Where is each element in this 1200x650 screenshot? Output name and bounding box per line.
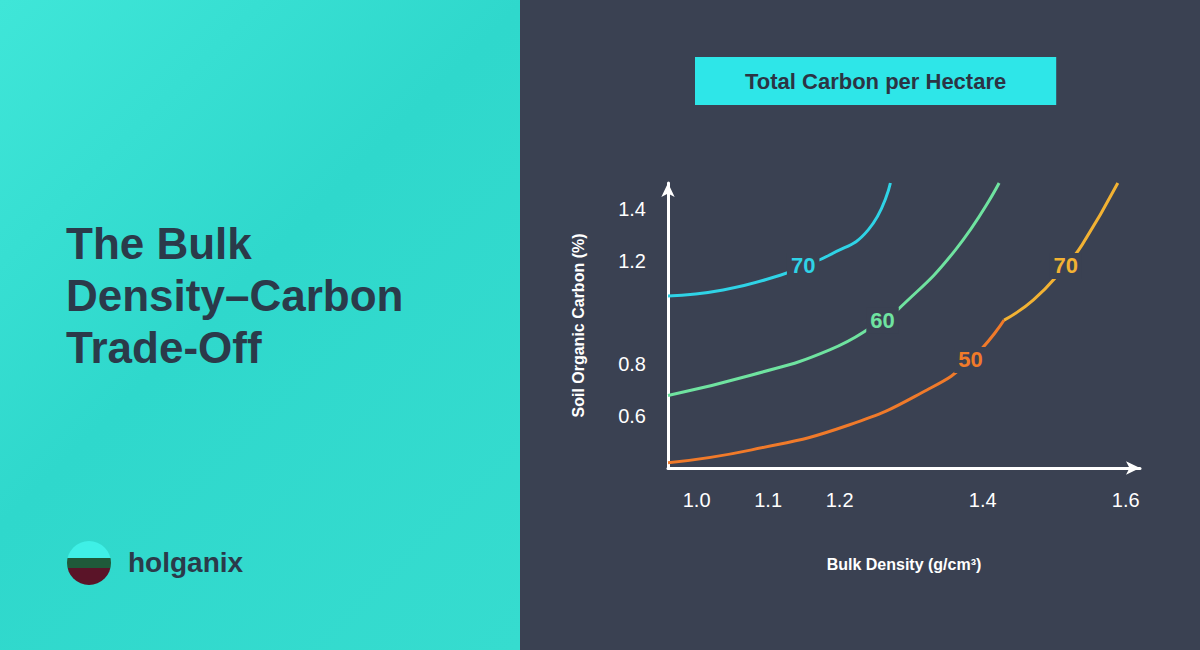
svg-text:1.4: 1.4 [618, 198, 646, 220]
svg-text:60: 60 [870, 308, 894, 333]
svg-text:1.4: 1.4 [969, 489, 997, 511]
svg-text:Bulk Density (g/cm³): Bulk Density (g/cm³) [827, 556, 982, 573]
svg-text:0.6: 0.6 [618, 405, 646, 427]
svg-text:Total Carbon per Hectare: Total Carbon per Hectare [745, 69, 1006, 94]
html-text:Trade-Off: Trade-Off [66, 323, 262, 372]
svg-text:1.0: 1.0 [683, 489, 711, 511]
html-text:The Bulk: The Bulk [66, 219, 252, 268]
html-text:holganix: holganix [128, 547, 244, 578]
html-text:Density–Carbon: Density–Carbon [66, 271, 404, 320]
svg-text:1.2: 1.2 [618, 250, 646, 272]
svg-text:1.1: 1.1 [754, 489, 782, 511]
svg-text:1.2: 1.2 [826, 489, 854, 511]
svg-text:Soil Organic Carbon (%): Soil Organic Carbon (%) [570, 233, 587, 417]
svg-text:50: 50 [958, 347, 982, 372]
svg-text:1.6: 1.6 [1112, 489, 1140, 511]
svg-text:70: 70 [791, 253, 815, 278]
svg-text:70: 70 [1053, 253, 1077, 278]
svg-text:0.8: 0.8 [618, 353, 646, 375]
